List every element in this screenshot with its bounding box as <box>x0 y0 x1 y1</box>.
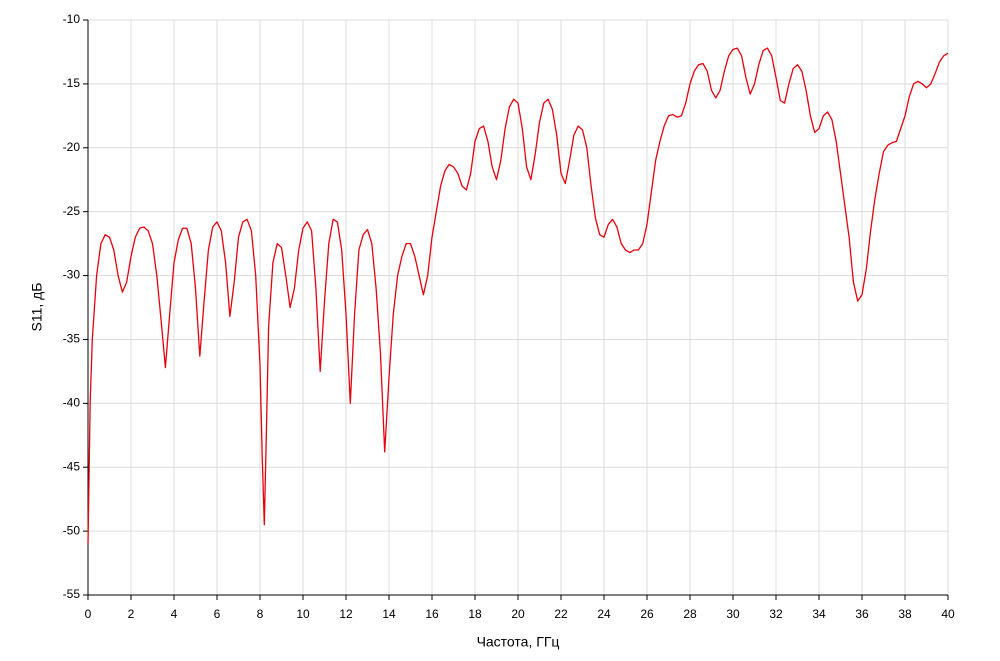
x-tick-label: 2 <box>128 607 135 621</box>
x-tick-label: 26 <box>640 607 654 621</box>
x-tick-label: 24 <box>597 607 611 621</box>
y-tick-label: -30 <box>63 268 81 282</box>
x-tick-label: 22 <box>554 607 568 621</box>
y-tick-label: -15 <box>63 76 81 90</box>
x-tick-label: 20 <box>511 607 525 621</box>
data-line <box>87 47 949 544</box>
y-tick-label: -25 <box>63 204 81 218</box>
x-tick-label: 32 <box>769 607 783 621</box>
x-tick-label: 14 <box>382 607 396 621</box>
x-tick-label: 8 <box>257 607 264 621</box>
x-tick-label: 4 <box>171 607 178 621</box>
y-tick-label: -35 <box>63 332 81 346</box>
x-tick-label: 38 <box>898 607 912 621</box>
x-tick-label: 28 <box>683 607 697 621</box>
x-tick-label: 6 <box>214 607 221 621</box>
y-tick-label: -55 <box>63 587 81 601</box>
x-tick-label: 16 <box>425 607 439 621</box>
x-tick-label: 12 <box>339 607 353 621</box>
x-tick-label: 34 <box>812 607 826 621</box>
x-tick-label: 30 <box>726 607 740 621</box>
x-tick-label: 18 <box>468 607 482 621</box>
x-tick-label: 36 <box>855 607 869 621</box>
y-tick-label: -45 <box>63 459 81 473</box>
y-tick-label: -20 <box>63 140 81 154</box>
y-tick-label: -10 <box>63 12 81 26</box>
y-tick-label: -50 <box>63 523 81 537</box>
x-tick-label: 10 <box>296 607 310 621</box>
y-tick-label: -40 <box>63 396 81 410</box>
x-tick-label: 40 <box>941 607 955 621</box>
y-axis-title: S11, дБ <box>29 282 45 331</box>
x-axis-title: Частота, ГГц <box>477 634 560 650</box>
x-tick-label: 0 <box>85 607 92 621</box>
